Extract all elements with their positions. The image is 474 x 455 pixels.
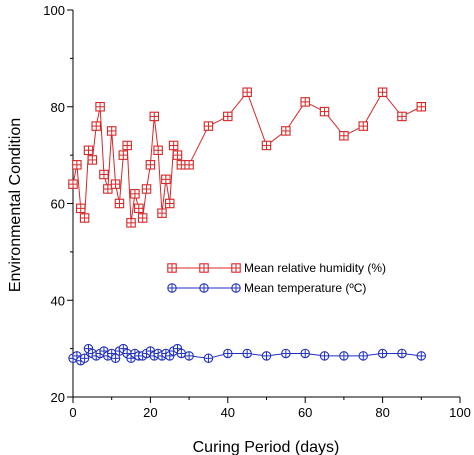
x-tick-label: 100 [449, 405, 471, 420]
series-2-point [176, 348, 187, 359]
x-tick-label: 0 [69, 405, 76, 420]
series-1-point [242, 87, 252, 97]
series-1-point [134, 203, 144, 214]
y-tick-label: 60 [51, 197, 65, 212]
legend: Mean relative humidity (%) Mean temperatu… [167, 261, 386, 295]
axes: 0 20 40 60 80 100 20 40 60 80 100 [43, 3, 471, 420]
series-2-point [79, 353, 90, 364]
series-1-point [75, 203, 86, 214]
series-1-point [114, 198, 125, 209]
series-1-point [141, 184, 152, 194]
x-tick-label: 60 [298, 405, 312, 420]
series-2-point [397, 348, 407, 359]
series-1-point [95, 102, 105, 112]
y-tick-label: 80 [51, 100, 65, 115]
series-1-point [72, 160, 82, 170]
legend-label-2: Mean temperature (ºC) [244, 281, 366, 295]
series-1-point [103, 184, 113, 194]
x-tick-label: 20 [143, 405, 157, 420]
series-1-point [168, 140, 179, 151]
series-1-point [176, 160, 187, 170]
series-1-point [122, 140, 132, 151]
legend-label-1: Mean relative humidity (%) [244, 261, 386, 275]
series-2-point [223, 348, 233, 359]
series-1-point [145, 160, 156, 170]
series-1-point [319, 106, 330, 117]
legend-marker-1 [199, 263, 209, 273]
series-2-point [339, 351, 349, 361]
series-2-point [377, 348, 388, 359]
series-2-point [242, 348, 252, 359]
series-2-point [184, 351, 194, 361]
legend-marker-2 [167, 283, 177, 293]
series-1-point [203, 121, 214, 131]
series-1-point [165, 198, 175, 209]
series-1-point [153, 145, 163, 156]
series-2-point [300, 348, 310, 359]
legend-marker-1 [167, 263, 177, 273]
series-1-point [91, 121, 101, 131]
series-2-point [358, 351, 368, 361]
series-1-point [161, 174, 171, 185]
legend-marker-2 [231, 283, 241, 293]
series-1-point [130, 189, 140, 199]
series-1-point [79, 213, 90, 223]
series-1-point [184, 160, 194, 170]
series-1-point [416, 102, 427, 112]
series-1-point [126, 218, 136, 228]
series-1-point [110, 179, 121, 189]
series-1-point [261, 140, 272, 151]
legend-marker-1 [231, 263, 241, 273]
series-1-point [377, 87, 388, 97]
series-1-point [157, 208, 167, 218]
series-2-point [110, 353, 121, 364]
series-1-point [149, 111, 160, 122]
y-axis-title: Environmental Condition [7, 118, 24, 292]
series-1-point [106, 126, 117, 136]
plot-area [68, 87, 427, 366]
series-1-point [358, 121, 368, 131]
series-1-point [223, 111, 233, 122]
legend-marker-2 [199, 283, 209, 293]
series-2-point [416, 351, 427, 361]
y-tick-label: 20 [51, 390, 65, 405]
series-1-point [137, 213, 148, 223]
x-tick-label: 80 [375, 405, 389, 420]
x-axis-title: Curing Period (days) [193, 439, 340, 455]
series-2-point [203, 353, 214, 364]
series-1-point [300, 97, 310, 107]
series-1-point [339, 131, 349, 141]
series-1-point [281, 126, 291, 136]
y-tick-label: 100 [43, 3, 65, 18]
series-1-point [99, 169, 109, 180]
y-tick-label: 40 [51, 293, 65, 308]
series-1-point [87, 155, 98, 165]
series-1-point [83, 145, 94, 156]
series-2-point [319, 351, 330, 361]
x-tick-label: 40 [221, 405, 235, 420]
series-1-point [172, 150, 183, 160]
series-2-point [261, 351, 272, 361]
series-1-point [397, 111, 407, 122]
series-1-point [118, 150, 129, 160]
series-2-point [281, 348, 291, 359]
series-1-point [68, 179, 78, 189]
